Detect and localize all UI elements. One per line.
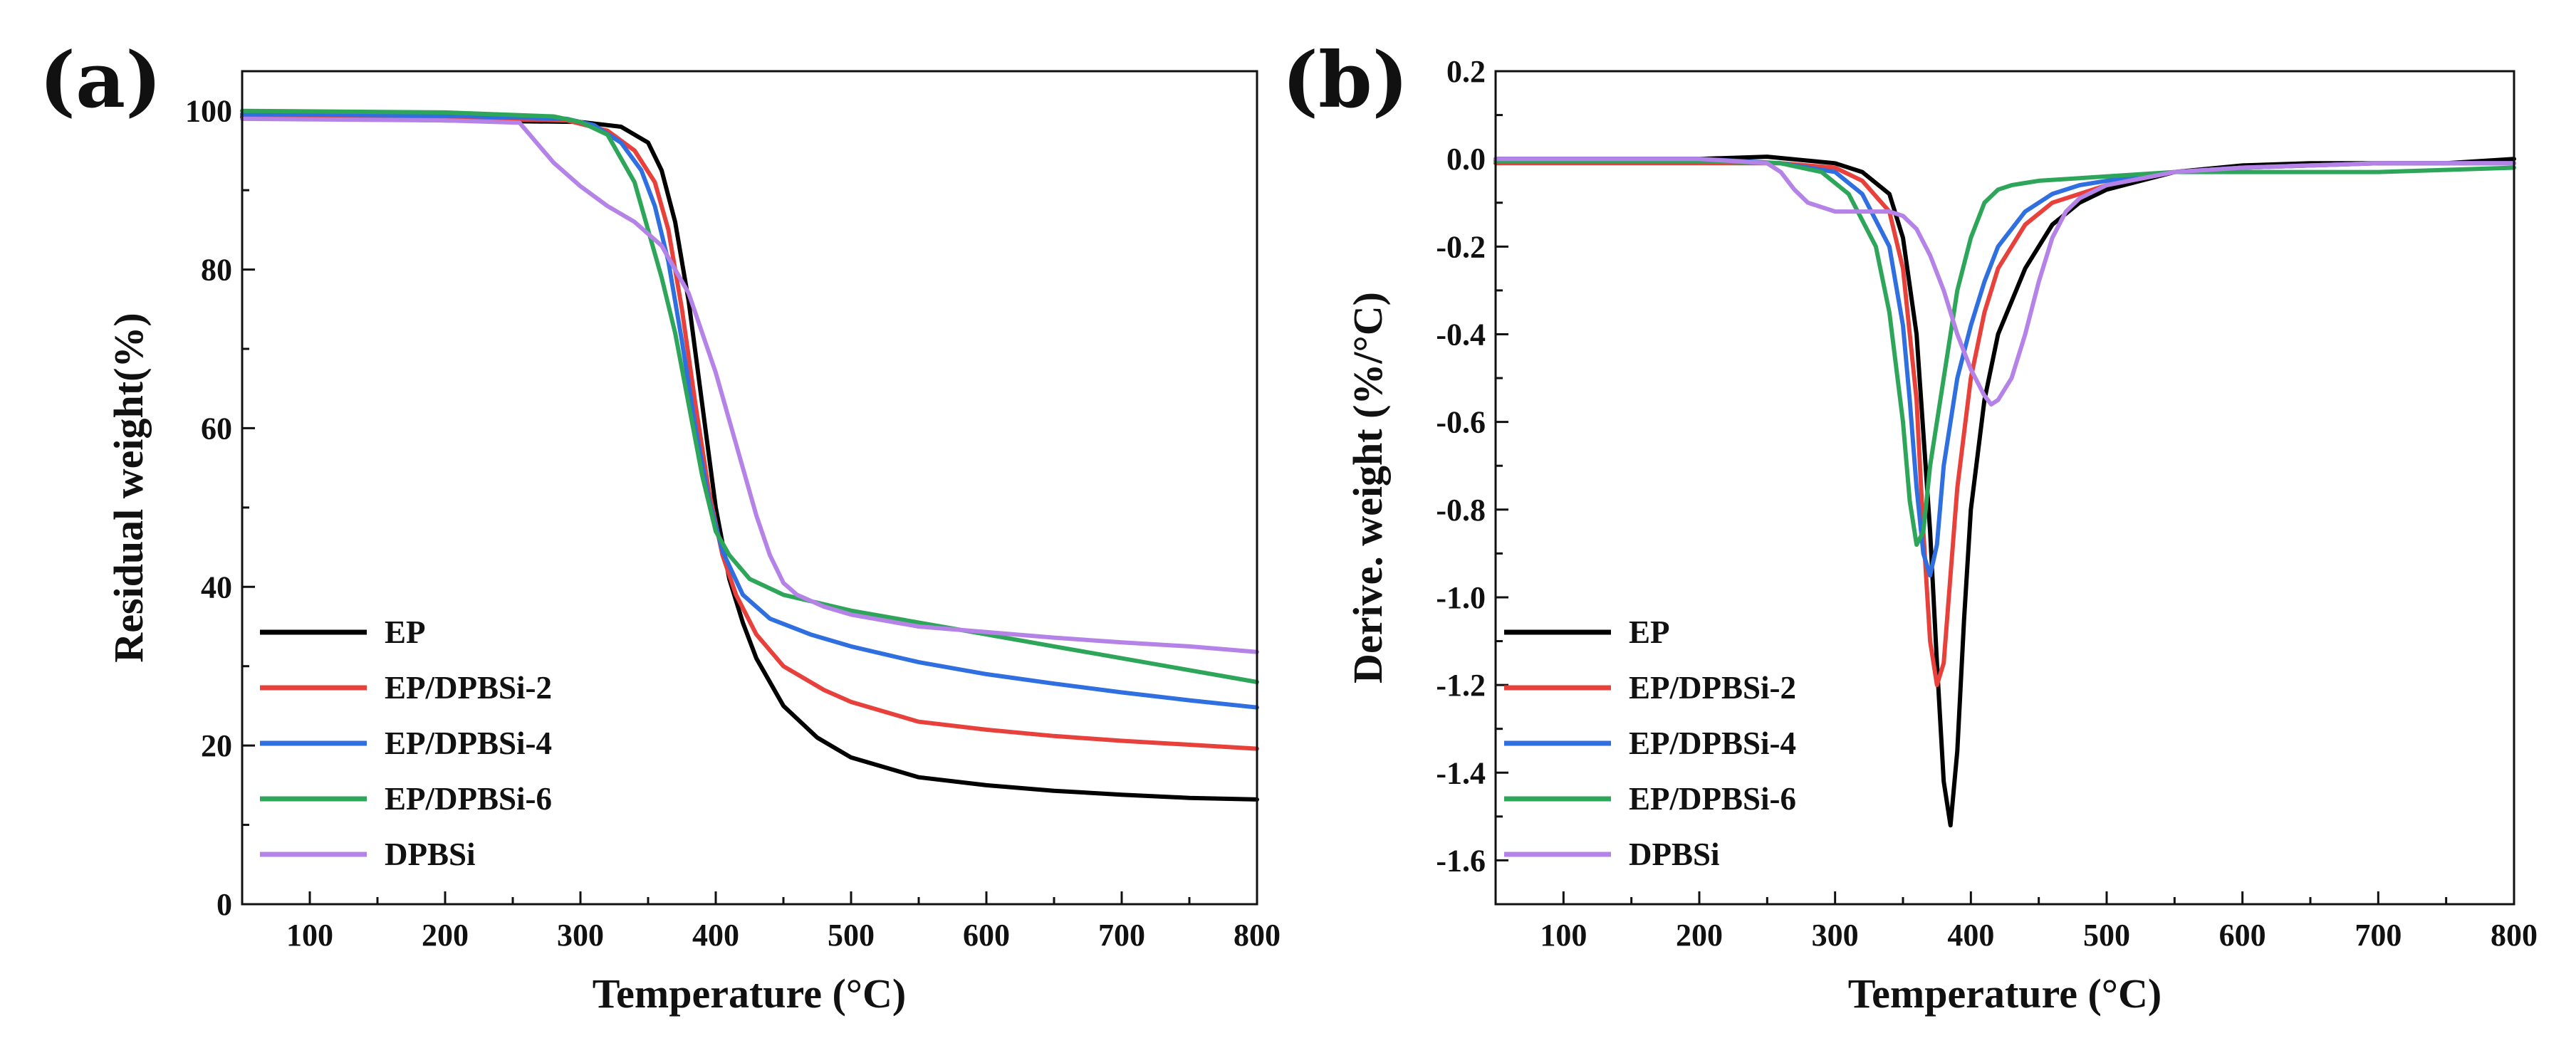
panel-b-series xyxy=(1493,154,2516,828)
panel-a-x-tick-label: 300 xyxy=(557,918,604,953)
panel-b-y-tick-label: -0.4 xyxy=(1436,317,1486,352)
panel-a-label: (a) xyxy=(39,36,162,125)
panel-a-y-tick-label: 60 xyxy=(201,411,232,446)
panel-b-x-tick-label: 700 xyxy=(2355,918,2402,953)
panel-a-x-tick-label: 600 xyxy=(963,918,1010,953)
panel-a-x-tick-label: 400 xyxy=(692,918,739,953)
panel-a-series-line-dpbsi xyxy=(240,116,1259,654)
panel-a-y-tick-label: 40 xyxy=(201,570,232,604)
panel-b-legend-label-ep-dpbsi-2: EP/DPBSi-2 xyxy=(1629,670,1796,706)
panel-b-y-tick-label: -1.6 xyxy=(1436,843,1486,878)
panel-b-series-line-ep-dpbsi-4 xyxy=(1493,157,2516,578)
panel-a-series-line-ep-dpbsi-6 xyxy=(240,108,1259,684)
panel-b-y-tick-label: 0.2 xyxy=(1446,54,1486,89)
panel-b-legend: EP EP/DPBSi-2 EP/DPBSi-4 EP/DPBSi-6 DPBSi xyxy=(1504,614,1796,872)
panel-a-y-tick-label: 0 xyxy=(217,887,232,922)
panel-b-x-tick-label: 100 xyxy=(1540,918,1587,953)
panel-a: (a) 100 200 300 400 500 600 700 800020406080100… xyxy=(39,36,1281,1017)
panel-b-series-line-dpbsi xyxy=(1493,157,2516,407)
panel-a-x-tick-label: 100 xyxy=(286,918,333,953)
panel-b-y-tick-label: -0.2 xyxy=(1436,229,1486,264)
panel-b-ticks: 100 200 300 400 500 600 700 800 0.2 0.0 -0.2 -0.4 -0… xyxy=(1436,54,2538,953)
panel-b-y-tick-label: -1.2 xyxy=(1436,668,1486,703)
panel-a-legend: EP EP/DPBSi-2 EP/DPBSi-4 EP/DPBSi-6 DPBSi xyxy=(260,614,552,872)
panel-b-x-axis-title: Temperature (°C) xyxy=(1848,970,2162,1017)
panel-a-series-line-ep xyxy=(240,115,1259,802)
panel-b-legend-label-ep: EP xyxy=(1629,614,1670,650)
panel-b-series-line-ep-dpbsi-6 xyxy=(1493,159,2516,548)
panel-b-y-axis-title: Derive. weight (%/°C) xyxy=(1345,292,1391,683)
panel-a-y-tick-label: 100 xyxy=(185,94,232,129)
panel-b-legend-label-ep-dpbsi-4: EP/DPBSi-4 xyxy=(1629,725,1796,761)
panel-a-series xyxy=(240,108,1259,802)
panel-b-series-line-ep-dpbsi-2 xyxy=(1493,161,2516,688)
panel-b-x-tick-label: 400 xyxy=(1947,918,1994,953)
panel-b-y-tick-label: -1.0 xyxy=(1436,580,1486,615)
panel-a-ticks: 100 200 300 400 500 600 700 800 0 20 40 60 80 100 xyxy=(185,94,1281,953)
panel-a-legend-label-dpbsi: DPBSi xyxy=(385,837,476,872)
panel-a-x-tick-label: 200 xyxy=(422,918,469,953)
panel-b-label: (b) xyxy=(1282,36,1409,125)
panel-a-legend-label-ep-dpbsi-4: EP/DPBSi-4 xyxy=(385,725,552,761)
panel-b-legend-label-ep-dpbsi-6: EP/DPBSi-6 xyxy=(1629,781,1796,817)
panel-a-y-axis-title: Residual weight(%) xyxy=(105,313,152,662)
panel-a-y-tick-label: 80 xyxy=(201,253,232,288)
panel-b-x-tick-label: 300 xyxy=(1812,918,1859,953)
panel-a-x-tick-label: 800 xyxy=(1234,918,1281,953)
panel-b-y-tick-label: -0.6 xyxy=(1436,405,1486,440)
panel-b-x-tick-label: 800 xyxy=(2491,918,2538,953)
panel-a-legend-label-ep-dpbsi-2: EP/DPBSi-2 xyxy=(385,670,552,706)
panel-b-y-tick-label: -1.4 xyxy=(1436,755,1486,790)
panel-a-legend-label-ep: EP xyxy=(385,614,426,650)
panel-b-x-tick-label: 200 xyxy=(1676,918,1723,953)
panel-a-x-tick-label: 500 xyxy=(828,918,875,953)
panel-a-y-tick-label: 20 xyxy=(201,728,232,763)
panel-b-y-tick-label: 0.0 xyxy=(1446,142,1486,177)
panel-b-plot-frame xyxy=(1494,70,2515,906)
panel-a-plot-frame xyxy=(241,70,1258,906)
panel-b-legend-label-dpbsi: DPBSi xyxy=(1629,837,1720,872)
panel-b-x-tick-label: 500 xyxy=(2083,918,2130,953)
panel-b-x-tick-label: 600 xyxy=(2219,918,2266,953)
panel-b-y-tick-label: -0.8 xyxy=(1436,493,1486,528)
panel-b: (b) 100 200 300 400 500 600 700 800 0.2 0.0 -0.2 -0… xyxy=(1282,36,2538,1017)
panel-a-legend-label-ep-dpbsi-6: EP/DPBSi-6 xyxy=(385,781,552,817)
panel-a-x-tick-label: 700 xyxy=(1098,918,1145,953)
panel-a-x-axis-title: Temperature (°C) xyxy=(593,970,906,1017)
